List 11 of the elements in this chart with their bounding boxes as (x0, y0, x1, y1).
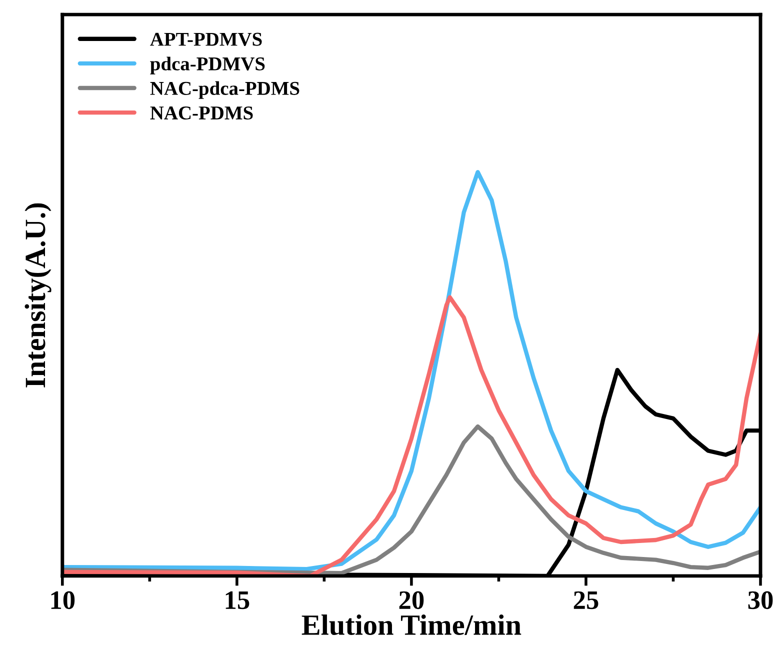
x-tick-label: 15 (226, 591, 250, 610)
legend-label: NAC-PDMS (150, 106, 253, 120)
legend-label: NAC-pdca-PDMS (150, 81, 300, 99)
x-axis-title: Elution Time/min (302, 614, 522, 636)
x-tick-label: 30 (748, 591, 773, 610)
x-tick-label: 10 (51, 591, 75, 610)
y-axis-title: Intensity(A.U.) (24, 203, 52, 388)
legend-label: APT-PDMVS (150, 32, 262, 46)
legend-label: pdca-PDMVS (150, 56, 265, 74)
x-tick-label: 20 (399, 591, 424, 610)
x-tick-label: 25 (574, 591, 598, 610)
